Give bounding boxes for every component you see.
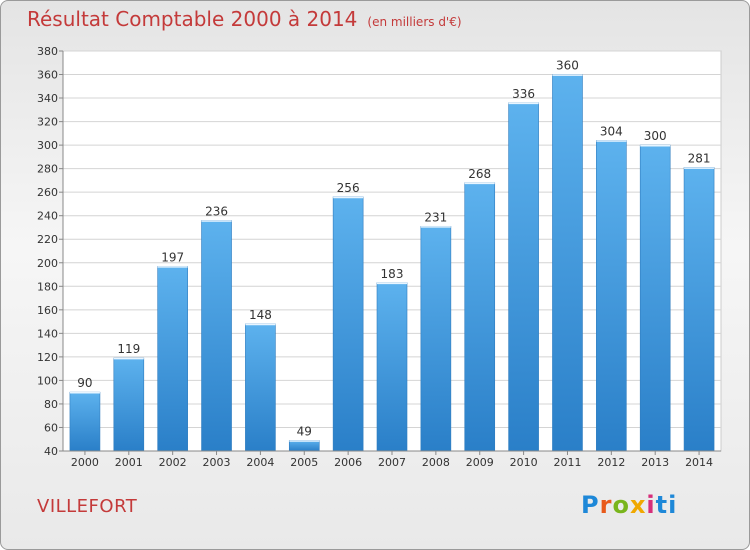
bar-value-label: 119 [117, 342, 140, 356]
proxiti-logo: Proxiti [581, 491, 677, 519]
x-tick-label: 2005 [290, 456, 318, 469]
chart-title: Résultat Comptable 2000 à 2014 (en millie… [27, 7, 462, 31]
y-axis: 40 60 80 100 120 140 160 180 200 220 240 260 280 300 3… [37, 45, 64, 458]
logo-letter: i [646, 491, 656, 519]
bar [683, 167, 715, 452]
bar-value-label: 236 [205, 204, 228, 218]
y-tick-label: 180 [37, 280, 58, 293]
y-tick-label: 240 [37, 210, 58, 223]
y-tick-label: 160 [37, 304, 58, 317]
bar [376, 282, 408, 452]
bar-value-label: 281 [688, 151, 711, 165]
bars: 90 119 197 236 148 49 256 183 231 268 336 360 304 300… [69, 59, 715, 452]
y-tick-label: 260 [37, 186, 58, 199]
bar [157, 265, 188, 452]
bar [288, 440, 320, 452]
logo-letter: r [599, 491, 613, 519]
bar-value-label: 197 [161, 250, 184, 264]
bar [201, 220, 232, 452]
bar [69, 391, 101, 452]
bar-value-label: 90 [77, 376, 92, 390]
x-tick-label: 2000 [71, 456, 99, 469]
x-tick-label: 2010 [510, 456, 538, 469]
bar-value-label: 256 [337, 181, 360, 195]
y-tick-label: 60 [44, 421, 58, 434]
bar [639, 144, 671, 452]
x-tick-label: 2013 [641, 456, 669, 469]
commune-name: VILLEFORT [37, 496, 138, 517]
y-tick-label: 140 [37, 327, 58, 340]
logo-letter: x [629, 491, 647, 519]
y-tick-label: 340 [37, 92, 58, 105]
bar-value-label: 360 [556, 59, 579, 73]
y-tick-label: 220 [37, 233, 58, 246]
bar-value-label: 336 [512, 87, 535, 101]
y-tick-label: 200 [37, 257, 58, 270]
bar-value-label: 148 [249, 308, 272, 322]
x-tick-label: 2014 [685, 456, 713, 469]
bar [552, 74, 583, 452]
x-tick-label: 2007 [378, 456, 406, 469]
logo-letter: o [612, 491, 630, 519]
bar-value-label: 231 [424, 210, 447, 224]
x-tick-label: 2001 [115, 456, 143, 469]
bar [113, 357, 145, 452]
y-tick-label: 320 [37, 116, 58, 129]
x-tick-label: 2006 [334, 456, 362, 469]
x-tick-label: 2004 [246, 456, 274, 469]
bar-value-label: 268 [468, 167, 491, 181]
logo-letter: ti [655, 491, 678, 519]
x-tick-label: 2011 [553, 456, 581, 469]
y-tick-label: 360 [37, 69, 58, 82]
y-tick-label: 40 [44, 445, 58, 458]
y-tick-label: 120 [37, 351, 58, 364]
bar [464, 182, 496, 452]
logo-letter: P [581, 491, 600, 519]
bar-value-label: 49 [297, 424, 312, 438]
bar [596, 140, 627, 452]
x-tick-label: 2008 [422, 456, 450, 469]
title-text: Résultat Comptable 2000 à 2014 [27, 7, 358, 31]
chart-subtitle: (en milliers d'€) [367, 15, 462, 29]
x-tick-label: 2003 [203, 456, 231, 469]
bar-value-label: 183 [381, 267, 404, 281]
x-tick-label: 2012 [597, 456, 625, 469]
x-tick-label: 2009 [466, 456, 494, 469]
bar-value-label: 304 [600, 124, 623, 138]
y-tick-label: 380 [37, 45, 58, 58]
x-tick-label: 2002 [159, 456, 187, 469]
y-tick-label: 80 [44, 398, 58, 411]
y-tick-label: 280 [37, 163, 58, 176]
bar [332, 196, 364, 452]
y-tick-label: 300 [37, 139, 58, 152]
bar [420, 225, 452, 452]
x-axis: 2000 2001 2002 2003 2004 2005 2006 2007 2008 2009… [63, 450, 721, 469]
bar [245, 323, 276, 452]
bar [508, 102, 539, 452]
bar-value-label: 300 [644, 129, 667, 143]
y-tick-label: 100 [37, 374, 58, 387]
